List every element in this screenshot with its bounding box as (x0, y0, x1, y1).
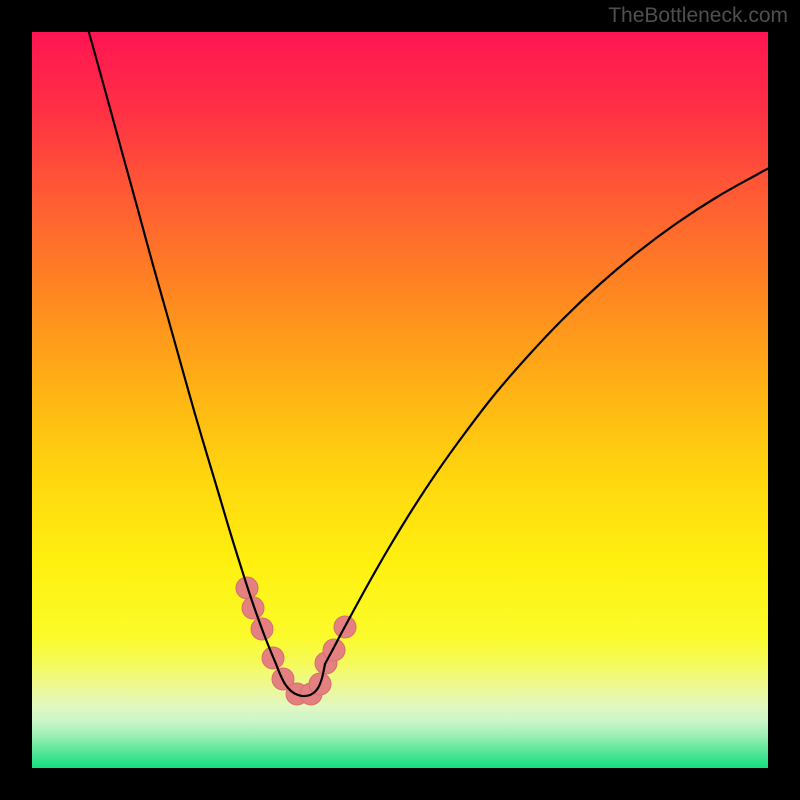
curve-right (325, 167, 771, 664)
curve-left (88, 29, 276, 664)
chart-container: TheBottleneck.com (0, 0, 800, 800)
marker-dot (323, 639, 345, 661)
marker-dot (242, 597, 264, 619)
chart-svg (0, 0, 800, 800)
